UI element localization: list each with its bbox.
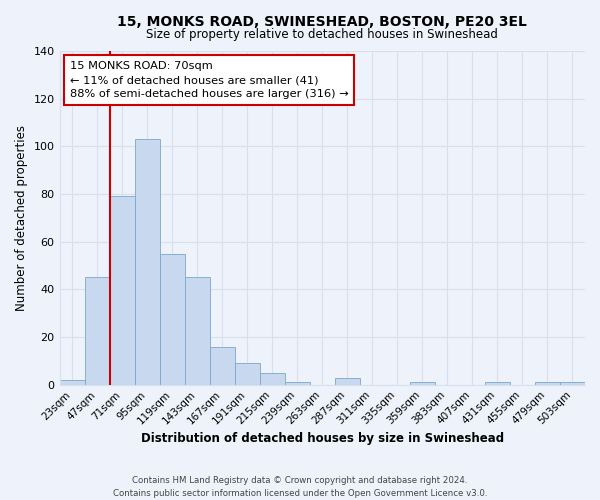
Bar	[335, 378, 360, 384]
Bar	[85, 278, 110, 384]
Bar	[285, 382, 310, 384]
Y-axis label: Number of detached properties: Number of detached properties	[15, 125, 28, 311]
Bar	[260, 373, 285, 384]
Bar	[110, 196, 134, 384]
Text: Size of property relative to detached houses in Swineshead: Size of property relative to detached ho…	[146, 28, 498, 41]
Bar	[134, 139, 160, 384]
Title: 15, MONKS ROAD, SWINESHEAD, BOSTON, PE20 3EL: 15, MONKS ROAD, SWINESHEAD, BOSTON, PE20…	[118, 15, 527, 29]
Bar	[209, 346, 235, 385]
Bar	[235, 364, 260, 384]
Bar	[185, 278, 209, 384]
X-axis label: Distribution of detached houses by size in Swineshead: Distribution of detached houses by size …	[141, 432, 504, 445]
Text: 15 MONKS ROAD: 70sqm
← 11% of detached houses are smaller (41)
88% of semi-detac: 15 MONKS ROAD: 70sqm ← 11% of detached h…	[70, 61, 349, 99]
Text: Contains HM Land Registry data © Crown copyright and database right 2024.
Contai: Contains HM Land Registry data © Crown c…	[113, 476, 487, 498]
Bar	[485, 382, 510, 384]
Bar	[410, 382, 435, 384]
Bar	[560, 382, 585, 384]
Bar	[160, 254, 185, 384]
Bar	[59, 380, 85, 384]
Bar	[535, 382, 560, 384]
